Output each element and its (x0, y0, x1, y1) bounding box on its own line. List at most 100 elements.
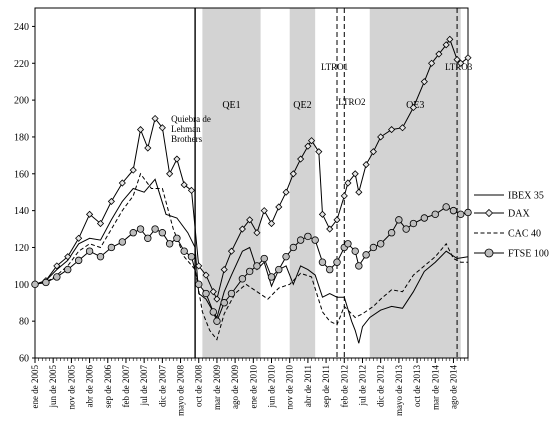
point-ftse-100 (165, 240, 174, 248)
legend-marker-dax (484, 208, 494, 218)
point-dax (202, 271, 210, 279)
y-tick-label: 220 (14, 59, 29, 70)
point-dax (351, 170, 359, 178)
point-dax (275, 203, 283, 211)
point-ftse-100 (151, 225, 159, 233)
point-ftse-100 (402, 225, 410, 233)
point-ftse-100 (253, 262, 261, 270)
point-dax (297, 155, 305, 163)
x-tick-label: dic de 2007 (157, 365, 167, 407)
point-dax (326, 225, 334, 233)
point-dax (151, 114, 159, 123)
point-dax (107, 197, 115, 205)
point-dax (180, 181, 188, 189)
point-dax (220, 266, 228, 274)
point-dax (96, 219, 105, 228)
x-tick-label: sep de 2011 (321, 365, 331, 408)
x-tick-label: mar de 2009 (212, 365, 222, 410)
point-dax (457, 59, 465, 67)
point-dax (340, 192, 348, 200)
x-tick-label: abr de 2011 (303, 365, 313, 407)
point-dax (53, 262, 61, 270)
y-tick-label: 80 (19, 317, 29, 328)
point-dax (282, 188, 290, 196)
point-ftse-100 (344, 240, 352, 248)
shaded-period-qe2 (289, 8, 316, 358)
legend-label-ftse-100: FTSE 100 (508, 249, 549, 260)
point-dax (388, 126, 396, 134)
point-dax (304, 142, 312, 150)
point-ftse-100 (220, 299, 228, 307)
point-dax (158, 124, 166, 132)
point-ftse-100 (227, 289, 236, 298)
point-dax (238, 225, 246, 233)
point-dax (166, 170, 174, 178)
point-dax (398, 124, 407, 132)
point-ftse-100 (333, 258, 341, 266)
x-tick-label: jun de 2005 (48, 365, 58, 409)
point-dax (253, 229, 261, 237)
x-tick-label: dic de 2012 (376, 365, 386, 407)
point-dax (129, 166, 137, 174)
y-tick-label: 180 (14, 132, 29, 143)
point-ftse-100 (85, 247, 94, 255)
point-dax (307, 137, 316, 145)
x-tick-label: ago de 2009 (230, 365, 240, 409)
point-dax (362, 161, 370, 169)
point-dax (435, 50, 443, 58)
point-ftse-100 (289, 243, 298, 252)
point-ftse-100 (96, 252, 105, 261)
x-tick-label: oct de 2013 (412, 365, 422, 407)
point-ftse-100 (395, 216, 403, 224)
point-ftse-100 (351, 247, 359, 255)
y-tick-label: 100 (14, 280, 29, 291)
x-tick-label: oct de 2008 (194, 365, 204, 407)
event-label-ltro3: LTRO3 (445, 62, 473, 72)
y-tick-label: 240 (14, 22, 29, 33)
point-ftse-100 (209, 308, 217, 316)
point-ftse-100 (238, 275, 247, 283)
legend-label-ibex-35: IBEX 35 (508, 191, 544, 202)
y-tick-label: 160 (14, 169, 29, 180)
x-tick-label: jun de 2010 (267, 365, 277, 409)
point-ftse-100 (409, 219, 418, 228)
point-dax (144, 144, 152, 152)
y-axis: 60 80 100 120 140 160 180 200 220 240 (14, 22, 35, 365)
x-tick-label: mayo de 2008 (176, 365, 186, 416)
point-dax (75, 234, 83, 242)
x-tick-label: mar de 2014 (430, 365, 440, 410)
series-line-cac-40 (34, 172, 468, 341)
point-ftse-100 (464, 208, 472, 217)
point-dax (442, 41, 450, 49)
legend: IBEX 35 DAX CAC 40 FTSE 100 (474, 191, 549, 260)
point-ftse-100 (296, 236, 305, 244)
point-dax (344, 179, 352, 187)
point-ftse-100 (420, 214, 429, 222)
point-dax (369, 148, 377, 156)
point-ftse-100 (457, 210, 465, 219)
point-dax (86, 210, 94, 218)
x-tick-label: ago de 2014 (448, 365, 458, 409)
point-ftse-100 (64, 265, 72, 274)
x-tick-label: nov de 2010 (285, 365, 295, 410)
point-dax (260, 207, 268, 215)
x-tick-label: ene de 2005 (30, 365, 40, 409)
y-tick-label: 60 (19, 354, 29, 365)
point-ftse-100 (136, 225, 145, 233)
event-label-ltro1: LTRO1 (321, 62, 348, 72)
point-ftse-100 (318, 258, 327, 266)
point-dax (453, 56, 461, 64)
point-dax (173, 155, 181, 163)
point-ftse-100 (42, 278, 50, 287)
point-dax (446, 35, 454, 43)
point-ftse-100 (74, 256, 83, 265)
legend-marker-ftse-100 (484, 248, 494, 258)
shaded-period-qe1 (202, 8, 261, 358)
x-tick-label: nov de 2005 (66, 365, 76, 410)
point-dax (64, 253, 72, 261)
point-dax (420, 78, 428, 86)
x-tick-label: abr de 2006 (85, 365, 95, 408)
point-dax (136, 126, 145, 134)
x-tick-label: feb de 2007 (121, 365, 131, 408)
point-dax (209, 288, 217, 296)
